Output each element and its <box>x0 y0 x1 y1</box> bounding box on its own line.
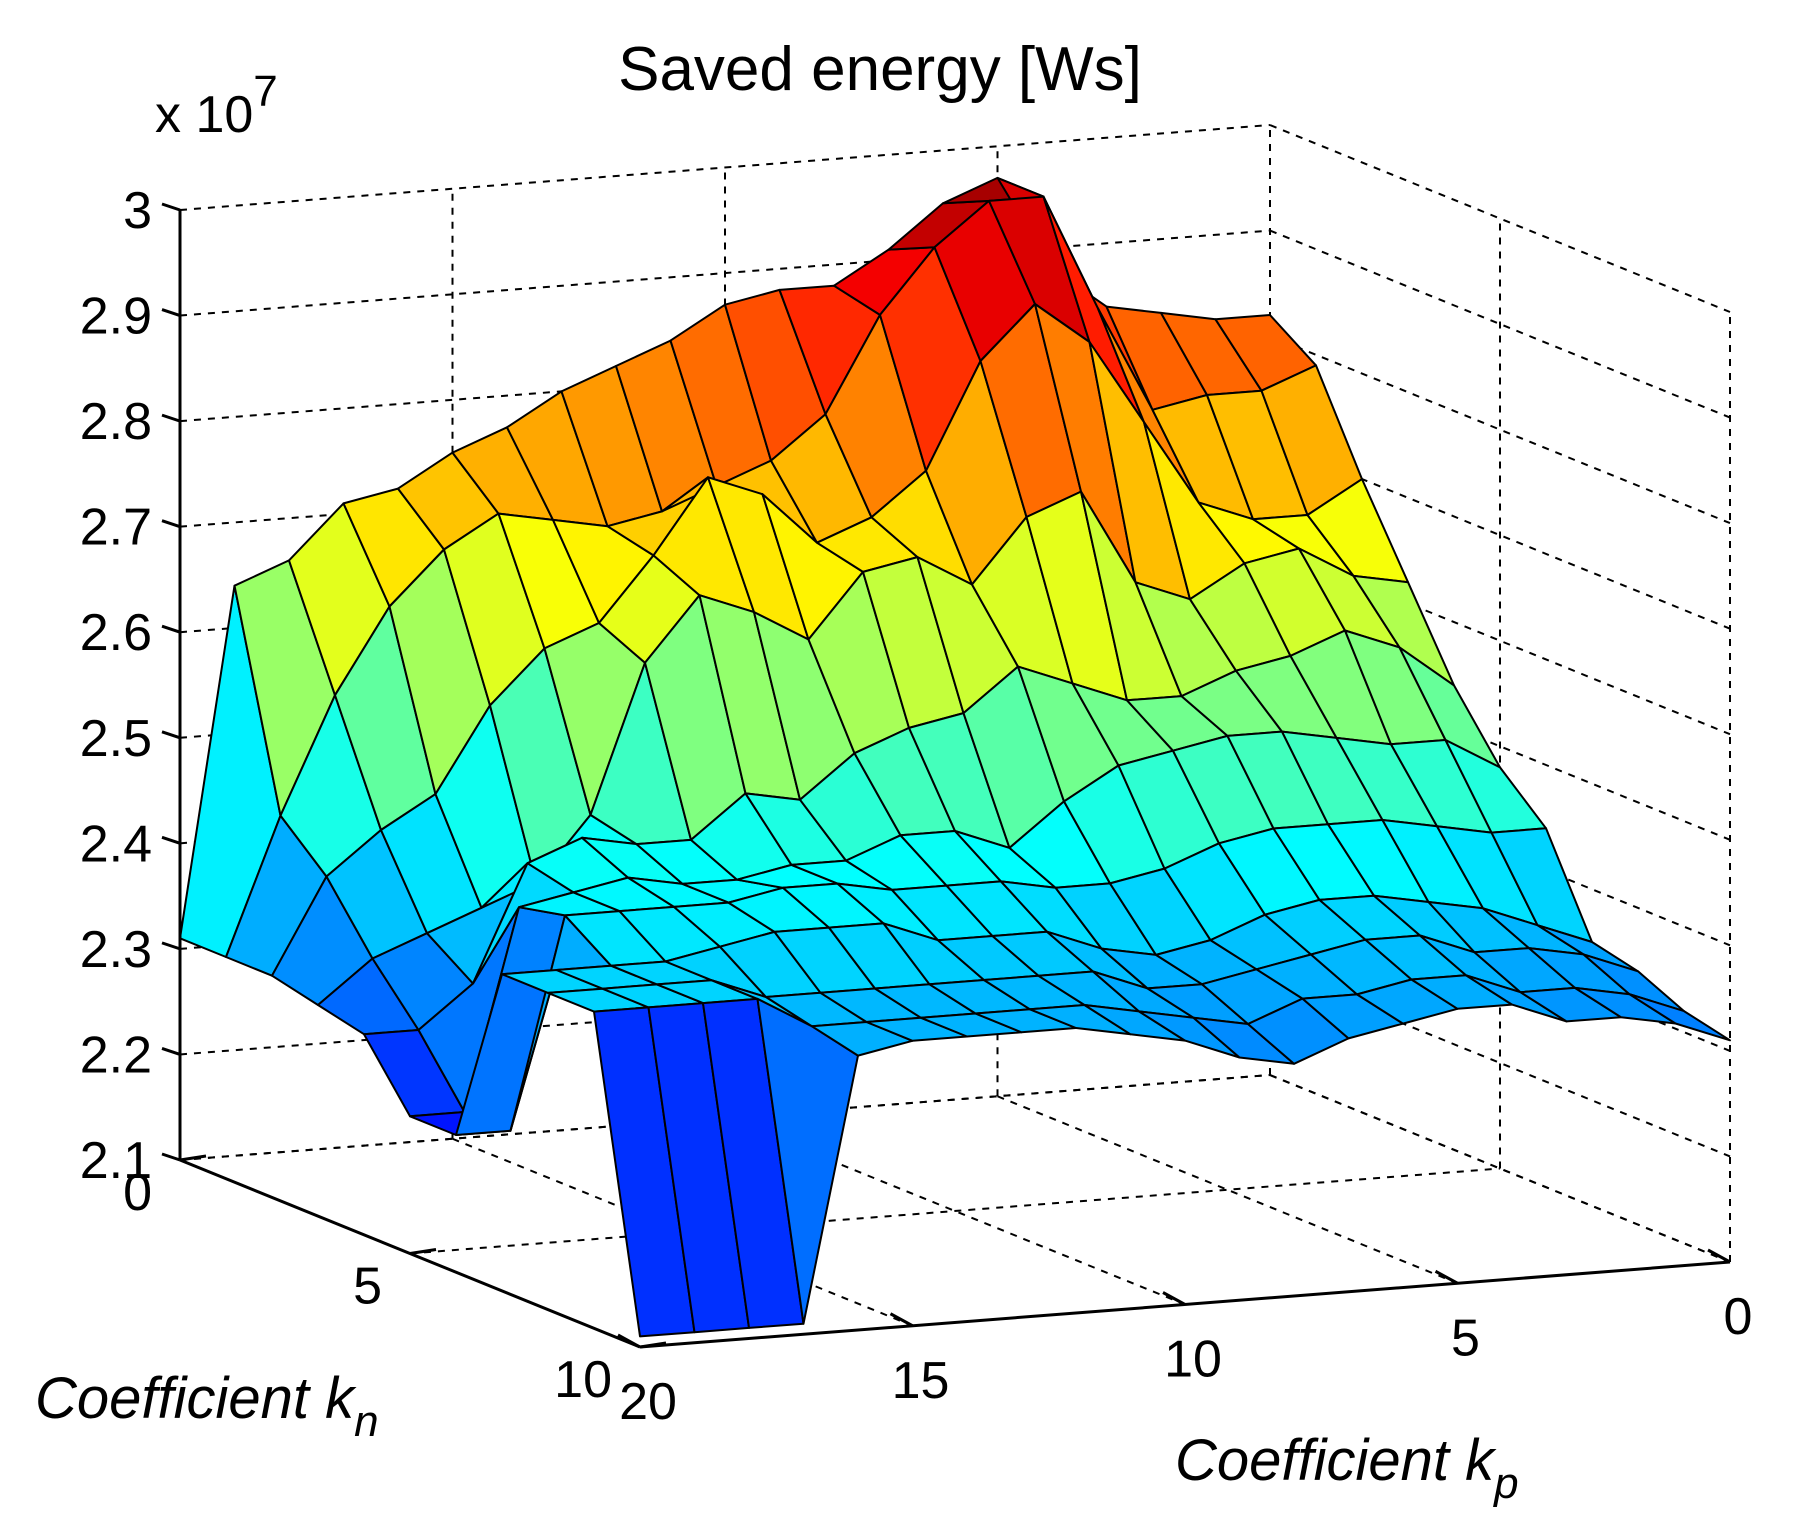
z-tick-mark <box>161 1152 181 1162</box>
z-tick-label: 2.7 <box>80 499 152 557</box>
kn-axis-label-sub: n <box>354 1397 378 1446</box>
kn-tick-label: 10 <box>554 1351 612 1409</box>
kp-tick-label: 20 <box>619 1373 677 1431</box>
kp-tick-mark <box>1434 1269 1459 1285</box>
z-tick-mark <box>161 624 181 634</box>
kn-tick-labels: 0 5 10 <box>123 1164 612 1409</box>
kn-tick-label: 5 <box>353 1258 382 1316</box>
kp-tick-label: 15 <box>892 1352 950 1410</box>
z-tick-label: 2.4 <box>80 815 152 873</box>
surface-patch <box>1628 993 1731 1042</box>
kp-tick-label: 10 <box>1164 1331 1222 1389</box>
grid-line <box>179 124 1271 211</box>
kn-axis-label-text: Coefficient k <box>35 1366 357 1431</box>
z-tick-label: 2.5 <box>80 710 152 768</box>
z-tick-mark <box>161 941 181 951</box>
kn-tick-mark <box>639 1341 667 1349</box>
kp-axis-label-text: Coefficient k <box>1175 1428 1497 1493</box>
z-tick-mark <box>161 1047 181 1056</box>
z-tick-mark <box>161 519 181 529</box>
axes-layer <box>161 202 1731 1349</box>
z-tick-label: 2.1 <box>80 1132 152 1190</box>
z-tick-label: 3 <box>123 182 152 240</box>
kp-tick-mark <box>889 1312 914 1328</box>
z-tick-mark <box>161 202 181 212</box>
chart-title: Saved energy [Ws] <box>618 35 1142 104</box>
kp-tick-label: 0 <box>1724 1288 1753 1346</box>
z-tick-mark <box>161 308 181 317</box>
kp-tick-mark <box>617 1333 641 1349</box>
kp-axis-label-sub: p <box>1492 1459 1518 1508</box>
z-tick-mark <box>161 835 181 845</box>
kn-tick-mark <box>409 1248 437 1255</box>
z-tick-label: 2.2 <box>80 1026 152 1084</box>
z-multiplier-exponent: 7 <box>253 67 277 116</box>
z-tick-label: 2.9 <box>80 288 152 346</box>
kn-axis-label: Coefficient kn <box>35 1366 379 1446</box>
z-multiplier-text: x 10 <box>155 86 253 144</box>
kp-tick-mark <box>1707 1248 1731 1264</box>
kp-axis-label: Coefficient kp <box>1175 1428 1519 1508</box>
z-tick-mark <box>161 413 181 423</box>
kp-tick-label: 5 <box>1451 1309 1480 1367</box>
z-tick-label: 2.3 <box>80 921 152 979</box>
grid-line <box>409 1167 1501 1255</box>
kp-tick-mark <box>1162 1291 1186 1306</box>
z-tick-mark <box>161 730 181 740</box>
kn-tick-mark <box>179 1154 207 1162</box>
kn-tick-label: 0 <box>123 1164 152 1222</box>
kp-tick-labels: 20 15 10 5 0 <box>619 1288 1752 1431</box>
z-tick-label: 2.6 <box>80 604 152 662</box>
z-tick-labels: 2.1 2.2 2.3 2.4 2.5 2.6 2.7 2.8 2.9 3 <box>80 182 152 1190</box>
grid-line <box>179 229 1271 317</box>
grid-line <box>997 1095 1458 1285</box>
z-tick-label: 2.8 <box>80 393 152 451</box>
z-multiplier-label: x 107 <box>155 67 278 144</box>
surface-layer <box>179 176 1731 1338</box>
